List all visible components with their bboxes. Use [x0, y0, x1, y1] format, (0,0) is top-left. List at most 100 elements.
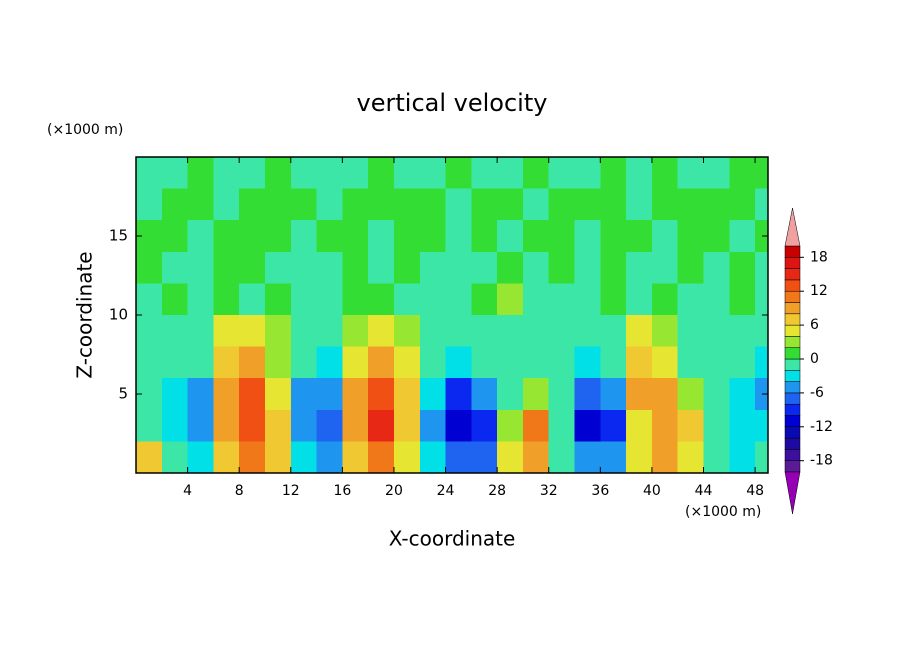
- field-cell: [316, 188, 343, 221]
- y-tick-label: 5: [118, 385, 128, 403]
- field-cell: [651, 220, 678, 252]
- field-cell: [548, 315, 575, 347]
- field-cell: [187, 441, 214, 473]
- field-cell: [393, 441, 420, 473]
- field-cell: [471, 157, 498, 189]
- field-cell: [600, 378, 627, 410]
- field-cell: [161, 441, 188, 473]
- field-cell: [187, 220, 214, 252]
- field-cell: [445, 409, 472, 442]
- field-cell: [729, 251, 756, 284]
- field-cell: [342, 346, 369, 379]
- field-cell: [626, 378, 652, 410]
- field-cell: [703, 378, 730, 410]
- field-cell: [471, 251, 498, 284]
- field-cell: [729, 346, 756, 379]
- field-cell: [342, 378, 369, 410]
- field-cell: [342, 315, 369, 347]
- field-cell: [187, 251, 214, 284]
- field-cell: [755, 157, 768, 189]
- field-cell: [574, 188, 601, 221]
- field-cell: [316, 409, 343, 442]
- field-cell: [677, 251, 704, 284]
- field-cell: [600, 346, 627, 379]
- chart-title: vertical velocity: [357, 89, 548, 117]
- field-cell: [368, 157, 394, 189]
- field-cell: [264, 188, 291, 221]
- field-cell: [187, 378, 214, 410]
- field-cell: [290, 188, 317, 221]
- colorbar-band: [784, 245, 801, 258]
- field-cell: [522, 315, 549, 347]
- field-cell: [600, 220, 627, 252]
- field-cell: [729, 188, 756, 221]
- field-cell: [703, 283, 730, 315]
- field-cell: [290, 409, 317, 442]
- field-cell: [213, 188, 240, 221]
- field-cell: [419, 251, 446, 284]
- field-cell: [471, 441, 498, 473]
- field-cell: [626, 220, 652, 252]
- field-cell: [342, 220, 369, 252]
- field-cell: [755, 188, 768, 221]
- field-cell: [213, 315, 240, 347]
- field-cell: [703, 409, 730, 442]
- field-cell: [471, 346, 498, 379]
- field-cell: [368, 346, 394, 379]
- y-tick-label: 10: [109, 306, 128, 324]
- colorbar-band: [784, 449, 801, 461]
- field-cell: [161, 157, 188, 189]
- field-cell: [445, 157, 472, 189]
- field-cell: [239, 283, 265, 315]
- field-cell: [471, 220, 498, 252]
- field-cell: [548, 378, 575, 410]
- field-cell: [548, 188, 575, 221]
- colorbar-band: [784, 290, 801, 303]
- field-cell: [264, 157, 291, 189]
- field-cell: [136, 409, 162, 442]
- field-cell: [264, 283, 291, 315]
- field-cell: [316, 283, 343, 315]
- field-cell: [264, 441, 291, 473]
- x-unit: (×1000 m): [685, 504, 761, 520]
- field-cell: [677, 188, 704, 221]
- field-cell: [755, 315, 768, 347]
- colorbar-tick-label: -12: [810, 419, 833, 435]
- field-cell: [600, 315, 627, 347]
- field-cell: [342, 188, 369, 221]
- x-tick-label: 36: [591, 483, 609, 499]
- colorbar-band: [784, 302, 801, 315]
- field-cell: [522, 220, 549, 252]
- field-cell: [755, 220, 768, 252]
- colorbar-band: [784, 279, 801, 292]
- field-cell: [755, 409, 768, 442]
- field: [136, 157, 768, 473]
- field-cell: [626, 188, 652, 221]
- field-cell: [136, 346, 162, 379]
- field-cell: [213, 441, 240, 473]
- x-tick-label: 40: [643, 483, 661, 499]
- field-cell: [445, 378, 472, 410]
- field-cell: [522, 283, 549, 315]
- field-cell: [471, 409, 498, 442]
- field-cell: [213, 251, 240, 284]
- field-cell: [497, 409, 523, 442]
- colorbar-tick-label: -6: [810, 385, 824, 401]
- colorbar-over: [784, 207, 801, 247]
- field-cell: [161, 220, 188, 252]
- field-cell: [445, 346, 472, 379]
- y-tick-label: 15: [109, 227, 128, 245]
- field-cell: [213, 157, 240, 189]
- field-cell: [393, 188, 420, 221]
- field-cell: [316, 220, 343, 252]
- field-cell: [187, 188, 214, 221]
- x-tick-label: 48: [746, 483, 764, 499]
- field-cell: [290, 315, 317, 347]
- field-cell: [703, 157, 730, 189]
- field-cell: [522, 441, 549, 473]
- field-cell: [393, 251, 420, 284]
- field-cell: [342, 251, 369, 284]
- field-cell: [677, 409, 704, 442]
- colorbar-tick-label: 0: [810, 351, 819, 367]
